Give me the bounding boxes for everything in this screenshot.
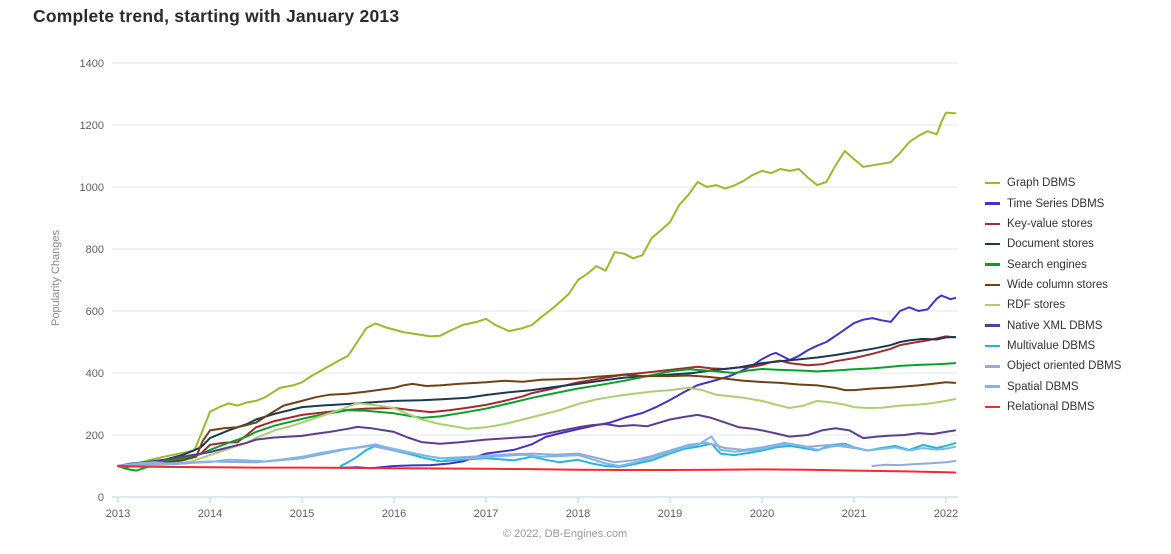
legend-swatch-icon [985, 242, 1000, 246]
legend-label: Multivalue DBMS [1007, 339, 1096, 352]
legend-item-native-xml-dbms[interactable]: Native XML DBMS [985, 315, 1121, 335]
series-line-graph-dbms [117, 111, 957, 468]
legend-label: Time Series DBMS [1007, 197, 1105, 210]
legend-label: Document stores [1007, 238, 1094, 251]
y-tick-label: 1400 [80, 58, 104, 70]
legend-item-search-engines[interactable]: Search engines [985, 254, 1121, 274]
legend-swatch-icon [985, 344, 1000, 348]
legend-swatch-icon [985, 405, 1000, 409]
y-tick-label: 800 [86, 244, 104, 256]
legend-item-multivalue-dbms[interactable]: Multivalue DBMS [985, 336, 1121, 356]
legend-label: Spatial DBMS [1007, 380, 1079, 393]
series-line-native-xml-dbms [117, 413, 957, 467]
chart-title: Complete trend, starting with January 20… [33, 6, 400, 26]
series-line-key-value-stores [117, 335, 957, 469]
x-tick-label: 2014 [198, 508, 222, 520]
legend-label: Native XML DBMS [1007, 319, 1103, 332]
legend-swatch-icon [985, 263, 1000, 266]
y-tick-label: 1000 [80, 182, 104, 194]
legend-swatch-icon [985, 283, 1000, 287]
series-line-time-series-dbms [339, 294, 957, 470]
legend-swatch-icon [985, 324, 1000, 327]
legend-swatch-icon [985, 222, 1000, 226]
legend-swatch-icon [985, 303, 1000, 307]
x-tick-label: 2022 [934, 508, 958, 520]
x-tick-label: 2015 [290, 508, 314, 520]
series-line-multivalue-dbms [339, 442, 957, 468]
y-tick-label: 400 [86, 368, 104, 380]
legend-label: Wide column stores [1007, 278, 1108, 291]
legend-label: RDF stores [1007, 299, 1066, 312]
x-tick-label: 2018 [566, 508, 590, 520]
x-tick-label: 2021 [842, 508, 866, 520]
series-line-rdf-stores [117, 386, 957, 468]
legend-item-spatial-dbms[interactable]: Spatial DBMS [985, 376, 1121, 396]
series-line-relational-dbms [117, 465, 957, 474]
series-line-search-engines [117, 362, 957, 472]
series-line-spatial-dbms [117, 435, 957, 467]
legend-item-wide-column-stores[interactable]: Wide column stores [985, 275, 1121, 295]
legend-label: Key-value stores [1007, 217, 1093, 230]
legend-swatch-icon [985, 385, 1000, 388]
y-tick-label: 0 [98, 492, 104, 504]
legend-label: Search engines [1007, 258, 1087, 271]
legend-swatch-icon [985, 365, 1000, 368]
legend-item-object-oriented-dbms[interactable]: Object oriented DBMS [985, 356, 1121, 376]
trend-plot: 0 200 400 600 800 1000 1200 1400 2013 2014 2015 201… [80, 58, 959, 520]
x-tick-label: 2016 [382, 508, 406, 520]
legend-item-document-stores[interactable]: Document stores [985, 234, 1121, 254]
series-line-wide-column-stores [117, 373, 957, 467]
legend-item-time-series-dbms[interactable]: Time Series DBMS [985, 193, 1121, 213]
legend-label: Relational DBMS [1007, 400, 1095, 413]
legend-item-rdf-stores[interactable]: RDF stores [985, 295, 1121, 315]
y-tick-label: 200 [86, 430, 104, 442]
legend-swatch-icon [985, 181, 1000, 185]
series-line-object-oriented-dbms [117, 441, 957, 467]
legend-label: Graph DBMS [1007, 177, 1076, 190]
copyright-caption: © 2022, DB-Engines.com [502, 528, 628, 540]
y-tick-label: 600 [86, 306, 104, 318]
x-tick-label: 2020 [750, 508, 774, 520]
x-tick-label: 2017 [474, 508, 498, 520]
legend-label: Object oriented DBMS [1007, 360, 1122, 373]
legend-item-relational-dbms[interactable]: Relational DBMS [985, 397, 1121, 417]
legend-swatch-icon [985, 202, 1000, 205]
legend-item-graph-dbms[interactable]: Graph DBMS [985, 173, 1121, 193]
legend: Graph DBMS Time Series DBMS Key-value stor… [985, 173, 1121, 417]
y-tick-label: 1200 [80, 120, 104, 132]
x-tick-label: 2019 [658, 508, 682, 520]
legend-item-key-value-stores[interactable]: Key-value stores [985, 214, 1121, 234]
x-tick-label: 2013 [106, 508, 130, 520]
